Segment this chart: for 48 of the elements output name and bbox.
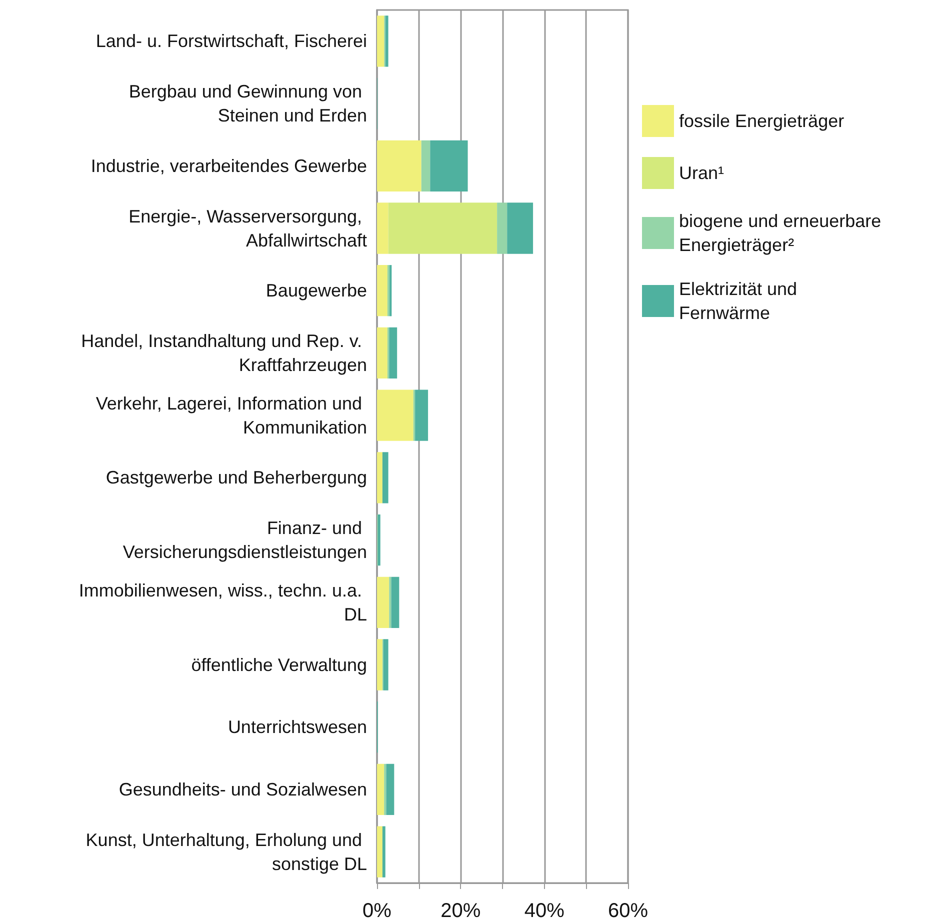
legend-label: biogene und erneuerbare Energieträger²	[679, 211, 886, 255]
bar	[377, 140, 422, 192]
y-tick-label: Handel, Instandhaltung und Rep. v. Kraftfahrzeugen	[81, 330, 367, 375]
bar	[415, 390, 428, 441]
bar	[507, 202, 534, 254]
y-tick-label: Baugewerbe	[266, 280, 367, 301]
bar	[377, 202, 388, 254]
bar	[377, 452, 382, 504]
bar	[421, 140, 430, 192]
y-tick-label: Gesundheits- und Sozialwesen	[118, 779, 367, 800]
bar	[377, 327, 388, 379]
x-tick-label: 0%	[362, 900, 392, 921]
y-tick-label: Verkehr, Lagerei, Information und Kommunikation	[96, 393, 367, 438]
bar	[388, 202, 498, 254]
x-tick-label: 20%	[440, 900, 481, 921]
y-tick-label: Unterrichtswesen	[228, 717, 367, 738]
x-tick-label: 40%	[524, 900, 565, 921]
y-tick-label: Immobilienwesen, wiss., techn. u.a. DL	[78, 580, 367, 624]
bar	[377, 764, 384, 816]
y-tick-label: Finanz- und Versicherungsdienstleistungen	[122, 518, 367, 562]
y-tick-label: Kunst, Unterhaltung, Erholung und sonstige DL	[86, 830, 367, 874]
bar	[386, 764, 394, 816]
legend-label: Elektrizität und Fernwärme	[679, 279, 802, 323]
bar	[377, 265, 388, 316]
bar	[378, 514, 380, 566]
y-tick-label: Bergbau und Gewinnung von Steinen und Erden	[128, 82, 367, 126]
bar	[377, 390, 414, 441]
x-tick-label: 60%	[608, 900, 648, 921]
y-tick-label: Industrie, verarbeitendes Gewerbe	[90, 156, 367, 176]
bar	[377, 16, 384, 67]
y-tick-label: öffentliche Verwaltung	[191, 654, 367, 675]
bar	[391, 576, 400, 628]
bar	[430, 140, 468, 192]
bar	[497, 202, 508, 254]
legend-label: fossile Energieträger	[679, 111, 844, 131]
bar	[377, 639, 382, 690]
bar	[387, 265, 390, 316]
bar	[377, 576, 390, 628]
bar	[377, 826, 382, 878]
bar	[382, 452, 388, 504]
legend-label: Uran¹	[679, 163, 724, 183]
y-tick-label: Gastgewerbe und Beherbergung	[106, 468, 367, 488]
bar	[385, 16, 388, 67]
bar	[382, 826, 386, 878]
y-tick-label: Land- u. Forstwirtschaft, Fischerei	[96, 31, 367, 52]
bar	[389, 327, 398, 379]
bar	[383, 639, 388, 690]
y-tick-label: Energie-, Wasserversorgung, Abfallwirtschaft	[128, 206, 367, 250]
